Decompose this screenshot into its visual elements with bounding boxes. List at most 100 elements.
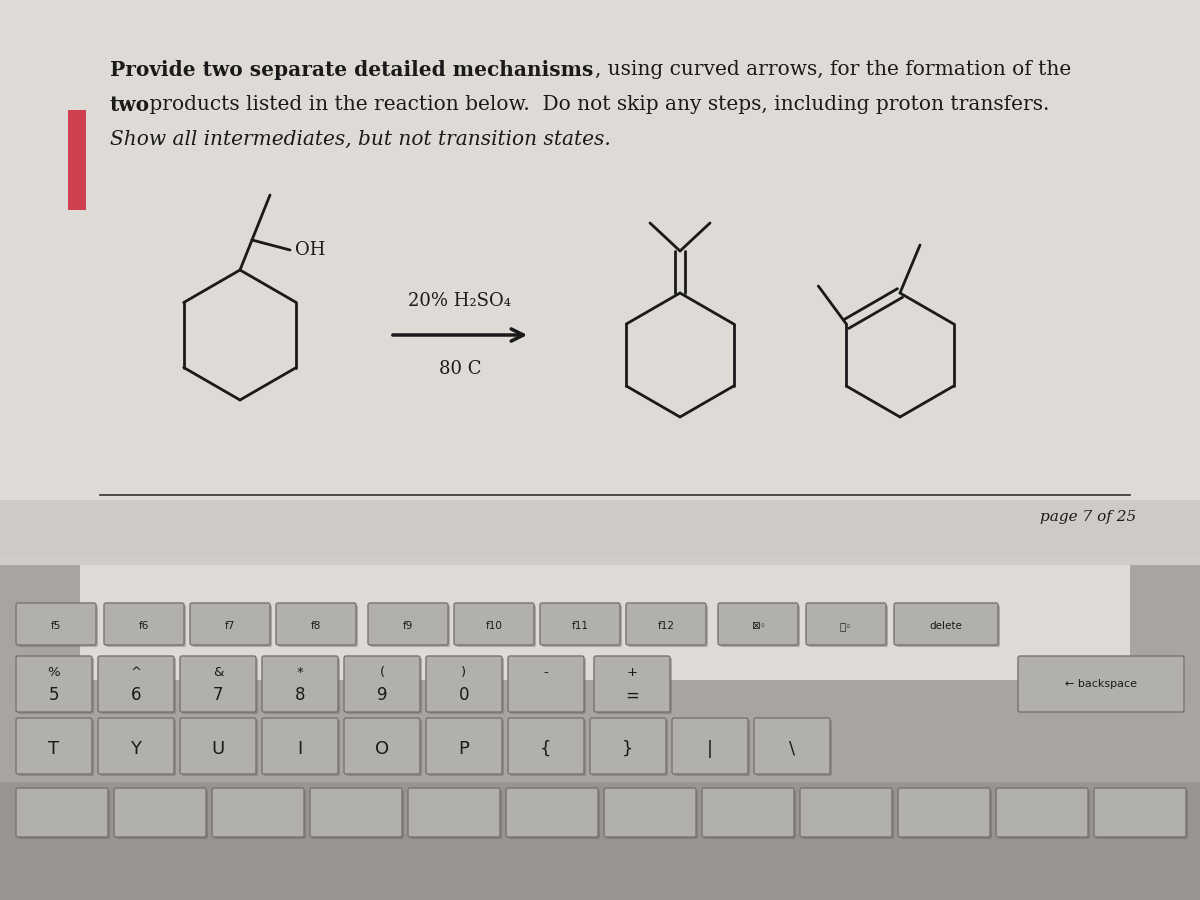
- FancyBboxPatch shape: [720, 605, 800, 647]
- FancyBboxPatch shape: [310, 788, 402, 837]
- Text: %: %: [48, 666, 60, 680]
- FancyBboxPatch shape: [344, 718, 420, 774]
- FancyBboxPatch shape: [68, 110, 86, 210]
- FancyBboxPatch shape: [628, 605, 708, 647]
- Text: 6: 6: [131, 687, 142, 705]
- FancyBboxPatch shape: [704, 790, 796, 839]
- Text: T: T: [48, 740, 60, 758]
- Text: Y: Y: [131, 740, 142, 758]
- FancyBboxPatch shape: [454, 603, 534, 645]
- Text: }: }: [623, 740, 634, 758]
- FancyBboxPatch shape: [278, 605, 358, 647]
- Text: f11: f11: [571, 621, 588, 631]
- Text: 80 C: 80 C: [439, 360, 481, 378]
- FancyBboxPatch shape: [510, 720, 586, 776]
- Text: f9: f9: [403, 621, 413, 631]
- Text: -: -: [544, 666, 548, 680]
- Text: 5: 5: [49, 687, 59, 705]
- FancyBboxPatch shape: [506, 788, 598, 837]
- FancyBboxPatch shape: [212, 788, 304, 837]
- FancyBboxPatch shape: [100, 658, 176, 714]
- FancyBboxPatch shape: [426, 656, 502, 712]
- FancyBboxPatch shape: [426, 718, 502, 774]
- FancyBboxPatch shape: [0, 782, 1200, 900]
- Text: U: U: [211, 740, 224, 758]
- Text: delete: delete: [930, 621, 962, 631]
- FancyBboxPatch shape: [214, 790, 306, 839]
- FancyBboxPatch shape: [312, 790, 404, 839]
- FancyBboxPatch shape: [542, 605, 622, 647]
- Text: 8: 8: [295, 687, 305, 705]
- FancyBboxPatch shape: [894, 603, 998, 645]
- FancyBboxPatch shape: [606, 790, 698, 839]
- FancyBboxPatch shape: [594, 656, 670, 712]
- Text: \: \: [788, 740, 796, 758]
- FancyBboxPatch shape: [16, 656, 92, 712]
- Text: 9: 9: [377, 687, 388, 705]
- FancyBboxPatch shape: [0, 500, 1200, 570]
- FancyBboxPatch shape: [456, 605, 536, 647]
- FancyBboxPatch shape: [114, 788, 206, 837]
- FancyBboxPatch shape: [0, 555, 1200, 565]
- Text: *: *: [296, 666, 304, 680]
- FancyBboxPatch shape: [106, 605, 186, 647]
- FancyBboxPatch shape: [408, 788, 500, 837]
- FancyBboxPatch shape: [898, 788, 990, 837]
- Text: , using curved arrows, for the formation of the: , using curved arrows, for the formation…: [595, 60, 1072, 79]
- Text: ← backspace: ← backspace: [1066, 679, 1138, 689]
- FancyBboxPatch shape: [702, 788, 794, 837]
- FancyBboxPatch shape: [116, 790, 208, 839]
- FancyBboxPatch shape: [370, 605, 450, 647]
- FancyBboxPatch shape: [18, 720, 94, 776]
- FancyBboxPatch shape: [896, 605, 1000, 647]
- FancyBboxPatch shape: [18, 658, 94, 714]
- FancyBboxPatch shape: [428, 720, 504, 776]
- FancyBboxPatch shape: [592, 720, 668, 776]
- Text: P: P: [458, 740, 469, 758]
- FancyBboxPatch shape: [1018, 656, 1184, 712]
- Text: two: two: [110, 95, 150, 115]
- FancyBboxPatch shape: [0, 0, 1200, 570]
- FancyBboxPatch shape: [604, 788, 696, 837]
- Text: &: &: [212, 666, 223, 680]
- Text: Provide two separate detailed mechanisms: Provide two separate detailed mechanisms: [110, 60, 593, 80]
- FancyBboxPatch shape: [262, 718, 338, 774]
- FancyBboxPatch shape: [344, 656, 420, 712]
- Text: products listed in the reaction below.  Do not skip any steps, including proton : products listed in the reaction below. D…: [143, 95, 1049, 114]
- Text: |: |: [707, 740, 713, 758]
- FancyBboxPatch shape: [508, 790, 600, 839]
- FancyBboxPatch shape: [672, 718, 748, 774]
- FancyBboxPatch shape: [508, 718, 584, 774]
- Text: f7: f7: [224, 621, 235, 631]
- Text: =: =: [625, 687, 638, 705]
- FancyBboxPatch shape: [674, 720, 750, 776]
- Text: f10: f10: [486, 621, 503, 631]
- FancyBboxPatch shape: [182, 720, 258, 776]
- Text: OH: OH: [295, 241, 325, 259]
- Text: f6: f6: [139, 621, 149, 631]
- Text: Show all intermediates, but not transition states.: Show all intermediates, but not transiti…: [110, 130, 611, 149]
- FancyBboxPatch shape: [756, 720, 832, 776]
- FancyBboxPatch shape: [802, 790, 894, 839]
- Text: I: I: [298, 740, 302, 758]
- FancyBboxPatch shape: [754, 718, 830, 774]
- FancyBboxPatch shape: [800, 788, 892, 837]
- FancyBboxPatch shape: [996, 788, 1088, 837]
- FancyBboxPatch shape: [368, 603, 448, 645]
- FancyBboxPatch shape: [264, 658, 340, 714]
- FancyBboxPatch shape: [16, 718, 92, 774]
- FancyBboxPatch shape: [590, 718, 666, 774]
- FancyBboxPatch shape: [410, 790, 502, 839]
- FancyBboxPatch shape: [16, 603, 96, 645]
- Text: 0: 0: [458, 687, 469, 705]
- FancyBboxPatch shape: [180, 718, 256, 774]
- FancyBboxPatch shape: [100, 720, 176, 776]
- FancyBboxPatch shape: [16, 788, 108, 837]
- FancyBboxPatch shape: [182, 658, 258, 714]
- Text: 7: 7: [212, 687, 223, 705]
- FancyBboxPatch shape: [540, 603, 620, 645]
- FancyBboxPatch shape: [806, 603, 886, 645]
- FancyBboxPatch shape: [80, 560, 1130, 680]
- FancyBboxPatch shape: [180, 656, 256, 712]
- FancyBboxPatch shape: [192, 605, 272, 647]
